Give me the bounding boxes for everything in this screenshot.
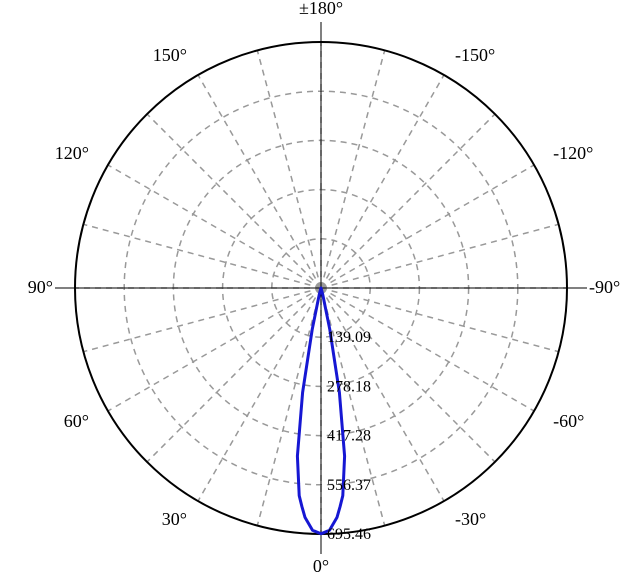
radial-label: 417.28 <box>327 428 371 445</box>
angle-label: -60° <box>553 411 584 431</box>
radial-label: 695.46 <box>327 526 371 543</box>
angle-label: -90° <box>589 277 620 297</box>
angle-label: -150° <box>455 45 495 65</box>
angle-label: 120° <box>55 143 89 163</box>
angle-label: 0° <box>313 556 329 576</box>
angle-label: 150° <box>153 45 187 65</box>
polar-chart: 139.09 278.18 417.28 556.37 695.46 ±180° -150… <box>0 0 643 577</box>
radial-label: 139.09 <box>327 329 371 346</box>
angle-label: 30° <box>162 509 187 529</box>
angle-label: ±180° <box>299 0 343 18</box>
angle-label: 90° <box>28 277 53 297</box>
angle-label: 60° <box>64 411 89 431</box>
angle-label: -120° <box>553 143 593 163</box>
radial-label: 278.18 <box>327 378 371 395</box>
radial-label: 556.37 <box>327 477 371 494</box>
angle-label: -30° <box>455 509 486 529</box>
